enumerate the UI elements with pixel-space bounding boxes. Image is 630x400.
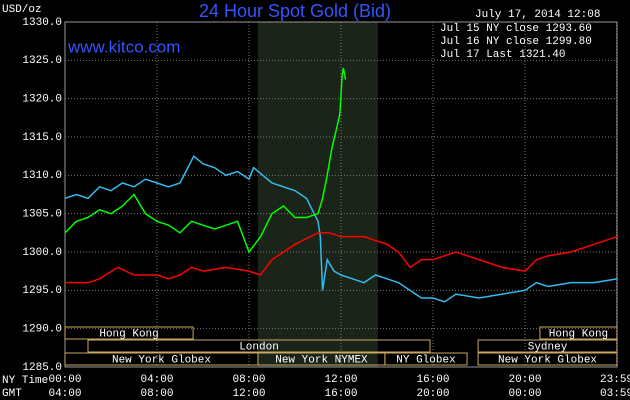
y-tick-label: 1290.0 <box>22 324 62 336</box>
legend-entry: Jul 17 Last 1321.40 <box>440 49 565 61</box>
x-row-label: NY Time <box>2 375 48 387</box>
session-label: Hong Kong <box>549 328 608 340</box>
y-tick-label: 1330.0 <box>22 17 62 29</box>
session-label: Sydney <box>528 341 568 353</box>
x-row-label: GMT <box>2 388 22 400</box>
x-tick-label: 16:00 <box>416 374 449 386</box>
x2-tick-label: 12:00 <box>232 388 265 400</box>
y-tick-label: 1315.0 <box>22 132 62 144</box>
y-tick-label: 1305.0 <box>22 209 62 221</box>
legend-entry: Jul 15 NY close 1293.60 <box>440 23 592 35</box>
session-box <box>64 326 194 340</box>
session-label: Hong Kong <box>99 328 158 340</box>
y-tick-label: 1285.0 <box>22 362 62 374</box>
session-label: New York Globex <box>112 354 211 366</box>
x2-tick-label: 04:00 <box>48 388 81 400</box>
chart-title: 24 Hour Spot Gold (Bid) <box>199 1 391 21</box>
session-box <box>539 326 618 340</box>
x-tick-label: 12:00 <box>324 374 357 386</box>
y-axis-label: USD/oz <box>2 4 42 16</box>
x-tick-label: 08:00 <box>232 374 265 386</box>
series-line <box>64 67 347 254</box>
timestamp: July 17, 2014 12:08 <box>475 9 600 21</box>
session-label: London <box>239 341 279 353</box>
x2-tick-label: 00:00 <box>508 388 541 400</box>
x-tick-label: 23:59 <box>600 374 630 386</box>
y-tick-label: 1295.0 <box>22 285 62 297</box>
series-line <box>65 232 618 284</box>
shaded-region <box>257 22 378 367</box>
y-tick-label: 1320.0 <box>22 94 62 106</box>
x2-tick-label: 08:00 <box>140 388 173 400</box>
session-box <box>477 339 618 353</box>
x-tick-label: 00:00 <box>48 374 81 386</box>
session-box <box>87 339 431 353</box>
x-tick-label: 04:00 <box>140 374 173 386</box>
session-box <box>384 352 468 366</box>
y-tick-label: 1300.0 <box>22 247 62 259</box>
y-tick-label: 1325.0 <box>22 55 62 67</box>
session-box <box>477 352 618 366</box>
session-label: New York NYMEX <box>275 354 368 366</box>
x2-tick-label: 20:00 <box>416 388 449 400</box>
session-label: New York Globex <box>498 354 597 366</box>
y-tick-label: 1310.0 <box>22 170 62 182</box>
x2-tick-label: 16:00 <box>324 388 357 400</box>
session-label: NY Globex <box>396 354 456 366</box>
legend-entry: Jul 16 NY close 1299.80 <box>440 36 592 48</box>
x-tick-label: 20:00 <box>508 374 541 386</box>
watermark: www.kitco.com <box>67 37 180 56</box>
plot-frame <box>64 21 618 368</box>
series-line <box>64 154 618 303</box>
x2-tick-label: 03:59 <box>600 388 630 400</box>
